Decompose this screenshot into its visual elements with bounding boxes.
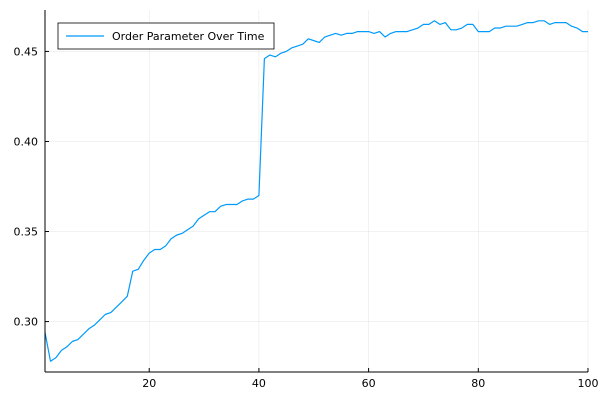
series-layer (44, 20, 588, 362)
legend-label: Order Parameter Over Time (112, 30, 265, 43)
y-tick-label: 0.30 (14, 316, 39, 329)
legend: Order Parameter Over Time (57, 22, 275, 50)
series-line (44, 20, 588, 362)
x-tick-label: 100 (578, 377, 599, 390)
axes (44, 10, 588, 373)
y-tick-label: 0.45 (14, 45, 39, 58)
x-tick-label: 80 (471, 377, 485, 390)
x-tick-label: 20 (142, 377, 156, 390)
tick-labels: 20 40 60 80 100 0.30 0.35 0.40 0.45 (14, 45, 599, 390)
y-tick-label: 0.35 (14, 226, 39, 239)
grid-lines (45, 10, 589, 372)
y-tick-label: 0.40 (14, 135, 39, 148)
x-tick-label: 40 (252, 377, 266, 390)
x-tick-label: 60 (362, 377, 376, 390)
